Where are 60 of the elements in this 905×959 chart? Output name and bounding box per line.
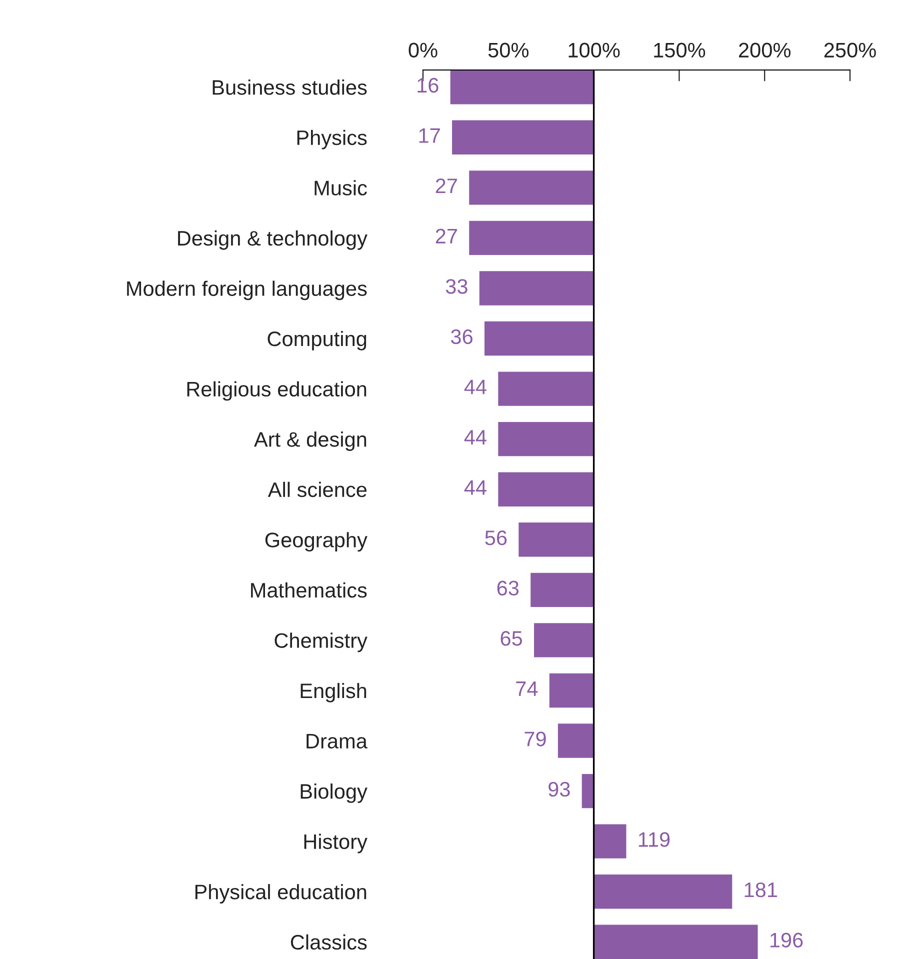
data-label: 93 <box>548 782 570 797</box>
y-tick-label: Business studies <box>212 80 367 95</box>
y-tick-label: Geography <box>265 532 368 552</box>
data-label: 44 <box>464 380 486 394</box>
data-label: 17 <box>419 128 440 143</box>
bar <box>582 774 594 808</box>
data-label: 33 <box>446 279 468 294</box>
y-tick-label: Mathematics <box>251 582 367 598</box>
data-label: 65 <box>500 631 522 646</box>
bar <box>469 220 594 256</box>
data-label: 44 <box>464 430 486 444</box>
bar <box>498 472 594 506</box>
bar <box>558 724 594 758</box>
y-tick-label: Chemistry <box>274 632 368 652</box>
x-tick-label: 200% <box>739 42 790 58</box>
bar <box>452 120 594 154</box>
data-label: 79 <box>524 732 546 746</box>
bar <box>469 170 594 205</box>
bar <box>518 522 594 557</box>
data-label: 74 <box>516 682 538 696</box>
x-tick-label: 0% <box>408 42 438 58</box>
data-label: 44 <box>464 480 486 495</box>
y-tick-label: Drama <box>306 734 368 749</box>
bar <box>549 673 594 708</box>
y-tick-label: English <box>300 682 366 702</box>
y-tick-label: Computing <box>268 330 366 350</box>
x-tick-label: 50% <box>488 42 529 58</box>
bar <box>530 572 594 608</box>
data-label: 196 <box>770 932 803 948</box>
data-label: 63 <box>497 580 519 596</box>
bar <box>498 422 594 456</box>
data-label: 119 <box>638 832 670 847</box>
y-tick-label: All science <box>268 482 367 498</box>
y-tick-label: Physics <box>297 130 367 150</box>
data-label: 36 <box>451 329 472 344</box>
y-tick-label: Religious education <box>187 381 366 401</box>
bar <box>450 70 594 104</box>
data-label: 16 <box>418 78 438 93</box>
y-tick-label: Classics <box>290 934 367 950</box>
data-label: 27 <box>436 178 457 194</box>
x-tick-label: 250% <box>824 42 876 58</box>
y-tick-label: Music <box>314 180 367 196</box>
bar <box>594 824 626 858</box>
y-tick-label: History <box>304 834 368 854</box>
bar <box>498 372 594 406</box>
y-tick-label: Biology <box>300 784 368 803</box>
x-tick-label: 150% <box>654 42 706 58</box>
data-label: 181 <box>744 882 777 898</box>
y-tick-label: Art & design <box>254 432 366 451</box>
y-tick-label: Modern foreign languages <box>127 280 367 300</box>
x-tick-label: 100% <box>568 42 620 58</box>
y-tick-label: Design & technology <box>178 230 368 250</box>
data-label: 27 <box>436 228 457 244</box>
y-tick-label: Physical education <box>195 884 366 904</box>
bar <box>484 321 594 356</box>
data-label: 56 <box>485 530 507 546</box>
bar <box>479 271 594 306</box>
bar <box>594 924 758 959</box>
bar <box>534 623 594 658</box>
bar <box>594 874 732 909</box>
